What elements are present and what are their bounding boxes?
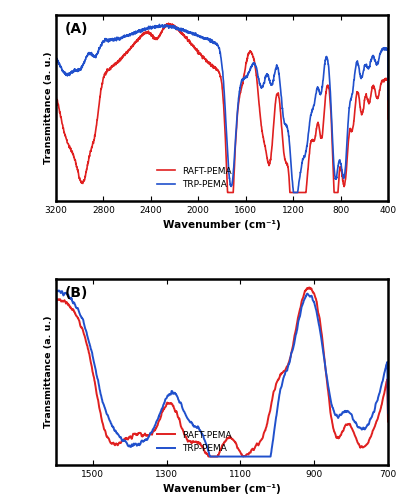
RAFT-PEMA [350,425,354,431]
TRP-PEMA [99,392,104,398]
TRP-PEMA [124,33,129,39]
TRP-PEMA [157,22,162,28]
TRP-PEMA [268,454,273,460]
RAFT-PEMA [241,454,246,460]
RAFT-PEMA [135,432,140,438]
TRP-PEMA [112,36,117,42]
TRP-PEMA [262,80,267,86]
RAFT-PEMA [336,190,340,196]
RAFT-PEMA [262,141,267,147]
RAFT-PEMA [54,338,58,344]
Legend: RAFT-PEMA, TRP-PEMA: RAFT-PEMA, TRP-PEMA [154,427,236,457]
TRP-PEMA [386,96,390,102]
RAFT-PEMA [148,431,153,437]
TRP-PEMA [299,304,304,310]
Line: RAFT-PEMA: RAFT-PEMA [56,288,388,456]
TRP-PEMA [149,430,154,436]
TRP-PEMA [236,100,240,105]
RAFT-PEMA [185,34,190,40]
TRP-PEMA [56,288,61,294]
Line: RAFT-PEMA: RAFT-PEMA [56,24,388,192]
Text: (A): (A) [64,22,88,36]
TRP-PEMA [54,101,58,107]
Legend: RAFT-PEMA, TRP-PEMA: RAFT-PEMA, TRP-PEMA [154,163,236,192]
RAFT-PEMA [299,301,304,307]
RAFT-PEMA [236,104,240,110]
TRP-PEMA [135,442,140,448]
RAFT-PEMA [54,128,58,134]
Y-axis label: Transmittance (a. u.): Transmittance (a. u.) [44,52,53,164]
TRP-PEMA [185,29,190,35]
TRP-PEMA [244,454,248,460]
Line: TRP-PEMA: TRP-PEMA [56,290,388,456]
RAFT-PEMA [386,116,390,122]
TRP-PEMA [350,412,354,418]
X-axis label: Wavenumber (cm⁻¹): Wavenumber (cm⁻¹) [163,484,281,494]
TRP-PEMA [56,58,60,64]
RAFT-PEMA [124,50,129,56]
TRP-PEMA [54,332,58,338]
RAFT-PEMA [244,452,248,458]
RAFT-PEMA [56,102,60,108]
RAFT-PEMA [386,418,390,424]
Y-axis label: Transmittance (a. u.): Transmittance (a. u.) [44,316,53,428]
RAFT-PEMA [307,284,312,290]
Line: TRP-PEMA: TRP-PEMA [56,24,388,192]
RAFT-PEMA [166,20,171,26]
Text: (B): (B) [64,286,88,300]
X-axis label: Wavenumber (cm⁻¹): Wavenumber (cm⁻¹) [163,220,281,230]
TRP-PEMA [386,410,390,416]
RAFT-PEMA [112,61,117,67]
TRP-PEMA [295,190,300,196]
RAFT-PEMA [98,410,103,416]
